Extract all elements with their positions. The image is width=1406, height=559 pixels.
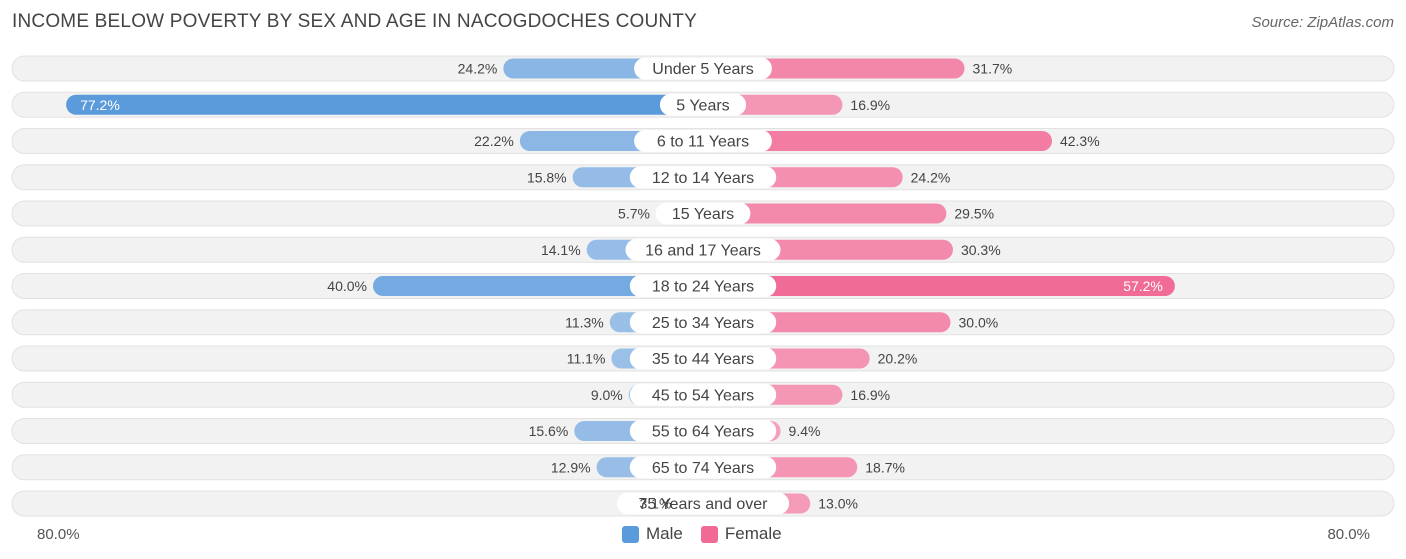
legend-swatch-male: [622, 525, 639, 543]
category-label-bg: [616, 492, 790, 515]
value-label-female: 30.0%: [959, 314, 999, 330]
value-label-male: 40.0%: [327, 278, 367, 294]
value-label-female: 9.4%: [789, 423, 821, 439]
category-label: 75 Years and over: [639, 496, 769, 513]
value-label-male: 3.1%: [640, 496, 672, 512]
category-label: 12 to 14 Years: [652, 170, 754, 187]
bar-female: [693, 276, 1175, 296]
category-label-bg: [629, 166, 777, 189]
value-label-male: 11.3%: [565, 314, 604, 330]
category-label-bg: [625, 238, 781, 261]
category-label: 15 Years: [672, 206, 734, 223]
bar-male: [373, 276, 713, 296]
bar-female: [693, 131, 1052, 151]
value-label-female: 16.9%: [850, 387, 890, 403]
value-label-female: 29.5%: [954, 206, 994, 222]
value-label-male: 24.2%: [458, 61, 498, 77]
value-label-female: 24.2%: [911, 169, 951, 185]
axis-right-label: 80.0%: [1327, 526, 1370, 543]
category-label: 55 to 64 Years: [652, 424, 754, 441]
value-label-male: 14.1%: [541, 242, 581, 258]
category-label: 45 to 54 Years: [652, 387, 754, 404]
value-label-male: 5.7%: [618, 206, 650, 222]
category-label-bg: [655, 202, 751, 225]
category-label-bg: [629, 383, 777, 406]
value-label-female: 18.7%: [865, 459, 905, 475]
value-label-female: 13.0%: [818, 496, 858, 512]
bar-female: [693, 203, 947, 224]
value-label-male: 15.6%: [529, 423, 569, 439]
value-label-female: 30.3%: [961, 242, 1001, 258]
category-label-bg: [629, 311, 777, 334]
category-label-bg: [634, 57, 772, 80]
category-label-bg: [629, 275, 777, 297]
category-label: 18 to 24 Years: [652, 279, 754, 296]
legend: Male Female: [622, 524, 794, 544]
category-label-bg: [629, 456, 777, 479]
chart-title: INCOME BELOW POVERTY BY SEX AND AGE IN N…: [12, 11, 697, 32]
value-label-female: 20.2%: [878, 351, 918, 367]
legend-label-female: Female: [724, 524, 782, 543]
category-label: 25 to 34 Years: [652, 315, 754, 332]
legend-swatch-female: [700, 525, 718, 543]
legend-label-male: Male: [646, 524, 683, 543]
legend-item-male: Male: [622, 524, 683, 544]
value-label-male: 12.9%: [551, 459, 591, 475]
value-label-male: 22.2%: [474, 133, 514, 149]
category-label-bg: [629, 420, 777, 442]
value-label-female: 31.7%: [973, 61, 1013, 77]
category-label: 16 and 17 Years: [645, 242, 761, 259]
value-label-female: 16.9%: [850, 97, 890, 113]
bar-male: [66, 94, 714, 115]
category-label: 5 Years: [676, 97, 729, 114]
category-label-bg: [659, 93, 747, 116]
legend-item-female: Female: [700, 524, 782, 544]
value-label-male: 77.2%: [80, 97, 120, 113]
category-label: 6 to 11 Years: [657, 134, 749, 151]
value-label-female: 57.2%: [1123, 278, 1163, 294]
category-label-bg: [634, 130, 772, 152]
value-label-male: 15.8%: [527, 169, 567, 185]
category-label: 35 to 44 Years: [652, 351, 754, 368]
value-label-female: 42.3%: [1060, 133, 1100, 149]
value-label-male: 11.1%: [567, 351, 606, 367]
value-label-male: 9.0%: [591, 387, 623, 403]
axis-left-label: 80.0%: [37, 526, 80, 543]
category-label-bg: [629, 347, 777, 370]
category-label: 65 to 74 Years: [652, 460, 754, 477]
category-label: Under 5 Years: [652, 61, 753, 78]
chart-source: Source: ZipAtlas.com: [1251, 14, 1394, 31]
